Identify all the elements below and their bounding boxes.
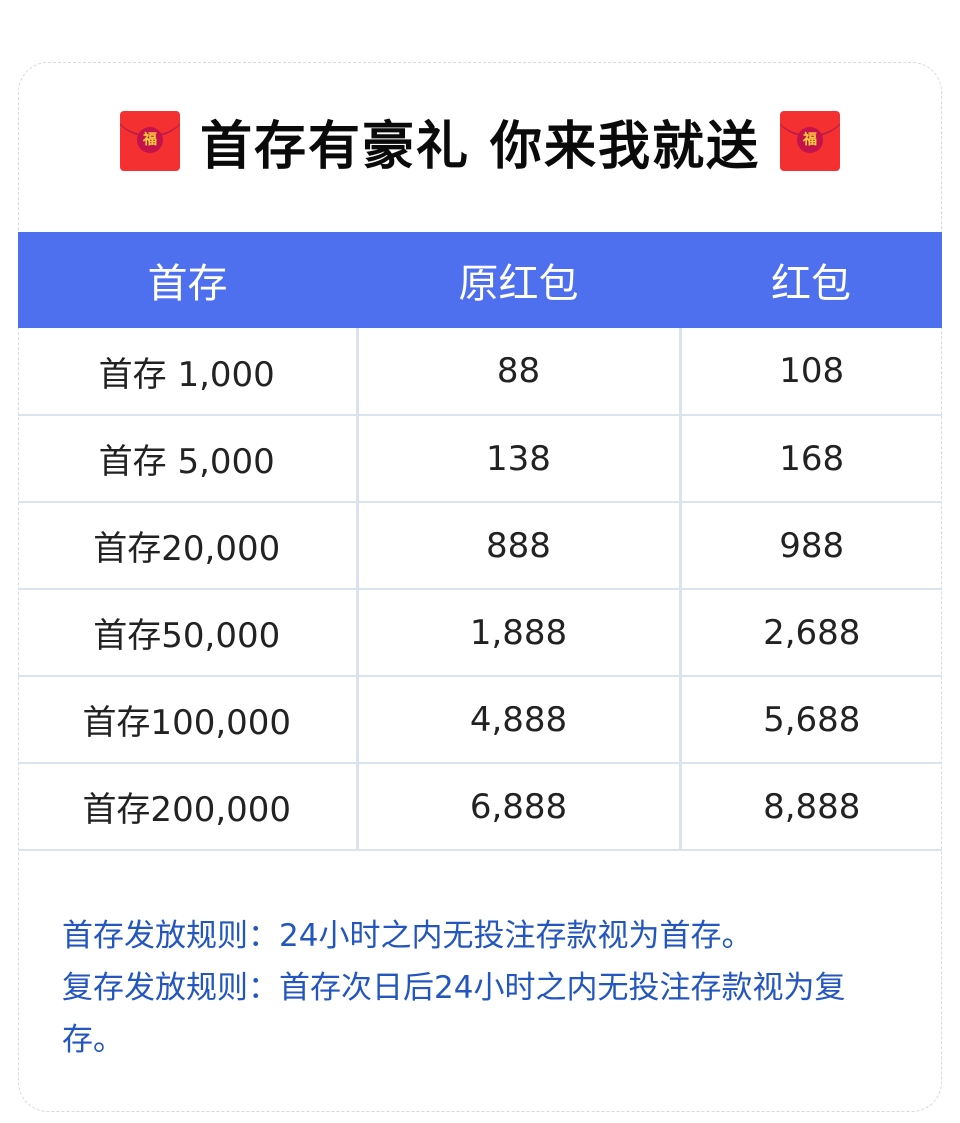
table-cell: 8,888 xyxy=(680,763,942,851)
table-cell: 988 xyxy=(680,502,942,590)
rules: 首存发放规则：24小时之内无投注存款视为首存。 复存发放规则：首存次日后24小时… xyxy=(62,910,902,1066)
first-deposit-rule: 首存发放规则：24小时之内无投注存款视为首存。 xyxy=(62,918,753,954)
table-row: 首存 5,000 138 168 xyxy=(18,415,942,503)
table-cell: 138 xyxy=(357,415,682,503)
table-row: 首存50,000 1,888 2,688 xyxy=(18,589,942,677)
column-header: 首存 xyxy=(18,232,357,328)
table-cell: 首存 1,000 xyxy=(18,328,359,416)
fu-char: 福 xyxy=(797,127,824,153)
fu-char: 福 xyxy=(136,127,163,153)
table-cell: 首存 5,000 xyxy=(18,415,359,503)
column-header: 原红包 xyxy=(357,232,680,328)
red-envelope-icon: 福 xyxy=(780,111,841,171)
table-cell: 首存20,000 xyxy=(18,502,359,590)
table-cell: 88 xyxy=(357,328,682,416)
table-row: 首存100,000 4,888 5,688 xyxy=(18,676,942,764)
table-row: 首存20,000 888 988 xyxy=(18,502,942,590)
table-cell: 888 xyxy=(357,502,682,590)
table-cell: 2,688 xyxy=(680,589,942,677)
table-row: 首存200,000 6,888 8,888 xyxy=(18,763,942,851)
table-cell: 6,888 xyxy=(357,763,682,851)
table-header: 首存 原红包 红包 xyxy=(18,232,942,328)
table-cell: 5,688 xyxy=(680,676,942,764)
re-deposit-rule: 复存发放规则：首存次日后24小时之内无投注存款视为复存。 xyxy=(62,970,846,1058)
title-bar: 福 首存有豪礼 你来我就送 福 xyxy=(0,108,960,177)
table-cell: 4,888 xyxy=(357,676,682,764)
red-envelope-icon: 福 xyxy=(119,111,180,171)
table-cell: 168 xyxy=(680,415,942,503)
table-cell: 108 xyxy=(680,328,942,416)
table-cell: 首存100,000 xyxy=(18,676,359,764)
bonus-table: 首存 原红包 红包 首存 1,000 88 108 首存 5,000 138 168 首存2… xyxy=(18,232,942,851)
table-cell: 首存50,000 xyxy=(18,589,359,677)
page-title: 首存有豪礼 你来我就送 xyxy=(199,116,761,177)
table-row: 首存 1,000 88 108 xyxy=(18,328,942,416)
table-cell: 首存200,000 xyxy=(18,763,359,851)
table-cell: 1,888 xyxy=(357,589,682,677)
column-header: 红包 xyxy=(680,232,942,328)
